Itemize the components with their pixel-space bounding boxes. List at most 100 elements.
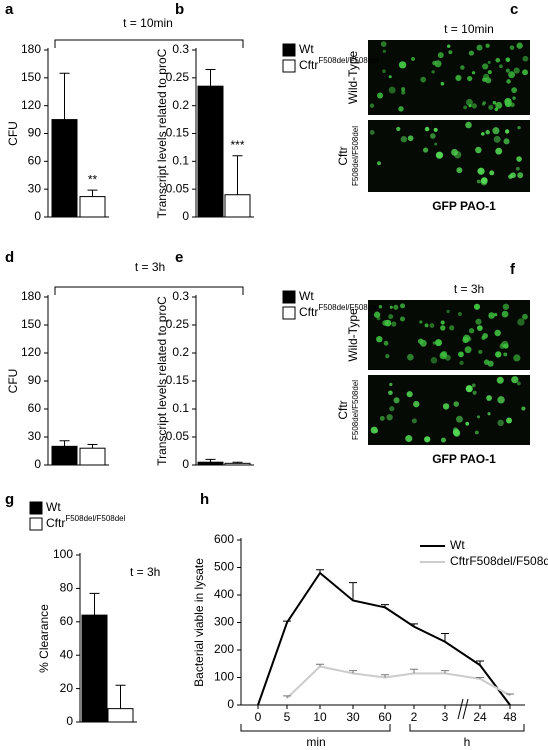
cell xyxy=(487,412,491,416)
image-title: t = 10min xyxy=(444,22,494,36)
group-bracket xyxy=(240,724,391,732)
x-tick-label: 30 xyxy=(346,710,360,724)
y-tick-label: 150 xyxy=(21,70,41,84)
y-tick-label: 120 xyxy=(21,345,41,359)
cell xyxy=(513,354,521,362)
group-label: min xyxy=(306,735,325,749)
legend-swatch xyxy=(282,43,296,57)
cell xyxy=(459,360,464,366)
cell xyxy=(476,44,483,51)
cell xyxy=(411,56,415,61)
cell xyxy=(433,127,438,132)
legend-label: Wt xyxy=(46,500,61,514)
cell xyxy=(495,57,501,63)
x-tick-label: 5 xyxy=(284,710,291,724)
legend-swatch xyxy=(282,306,296,320)
cell xyxy=(455,415,463,423)
cell xyxy=(474,430,479,435)
y-axis-label: CFU xyxy=(6,369,20,394)
bar xyxy=(79,447,106,466)
panel-letter: a xyxy=(5,1,14,18)
cell xyxy=(472,390,477,395)
cell xyxy=(495,101,503,109)
y-tick-label: 180 xyxy=(21,289,41,303)
image-caption: GFP PAO-1 xyxy=(432,452,496,466)
legend-name: CftrF508del/F508del xyxy=(450,554,548,568)
y-tick-label: 0.1 xyxy=(172,401,189,415)
cell xyxy=(389,305,393,309)
cell xyxy=(398,106,404,112)
x-tick-label: 24 xyxy=(473,710,487,724)
cell xyxy=(503,352,508,357)
cell xyxy=(501,340,509,349)
y-tick-label: 150 xyxy=(21,317,41,331)
cell xyxy=(424,126,430,132)
cell xyxy=(376,161,381,166)
cell xyxy=(369,103,375,108)
error-bar xyxy=(87,189,98,197)
cell xyxy=(405,435,413,443)
y-tick-label: 90 xyxy=(28,126,42,140)
cell xyxy=(487,70,492,75)
cell xyxy=(430,357,438,364)
image-title: t = 3h xyxy=(454,282,484,296)
y-tick-label: 0.3 xyxy=(172,289,189,303)
error-bar xyxy=(232,155,243,195)
legend-name: Wt xyxy=(299,289,314,303)
cell xyxy=(477,325,483,331)
note: t = 3h xyxy=(130,565,160,579)
cell xyxy=(385,353,390,359)
error-bar xyxy=(410,623,418,627)
cell xyxy=(429,323,435,328)
error-bar xyxy=(506,693,514,696)
y-tick-label: 0.05 xyxy=(166,429,190,443)
bracket xyxy=(54,39,244,48)
cell xyxy=(475,146,482,154)
cell xyxy=(393,304,399,310)
legend-name: Cftr xyxy=(46,516,65,530)
cell xyxy=(451,148,458,156)
error-bar xyxy=(476,677,484,679)
cell xyxy=(471,103,477,109)
error-bar xyxy=(89,592,100,616)
cell xyxy=(481,132,485,136)
cell xyxy=(476,179,481,184)
cell xyxy=(388,314,394,320)
cell xyxy=(435,339,442,347)
cell xyxy=(388,390,393,396)
panel-letter: b xyxy=(175,1,184,18)
row-label: Wild-Type xyxy=(346,308,360,362)
error-bar xyxy=(410,668,418,674)
cell xyxy=(521,406,526,411)
cell xyxy=(401,87,406,92)
bar xyxy=(51,445,78,466)
cell xyxy=(424,436,431,443)
cell xyxy=(377,92,384,99)
cell xyxy=(389,382,393,387)
error-bar xyxy=(441,633,449,642)
group-label: h xyxy=(464,735,471,749)
line xyxy=(286,665,511,699)
cell xyxy=(495,147,503,155)
cell xyxy=(448,50,453,55)
cell xyxy=(382,49,387,53)
cell xyxy=(516,381,521,386)
panel-letter: g xyxy=(5,491,14,508)
cell xyxy=(475,318,482,325)
legend-name: Cftr xyxy=(299,305,318,319)
cell xyxy=(488,312,495,319)
panel-letter: h xyxy=(200,491,209,508)
y-axis-label: Transcript levels related to proC xyxy=(155,296,169,466)
cell xyxy=(489,170,495,176)
cell xyxy=(413,400,420,408)
error-bar xyxy=(349,670,357,674)
cell xyxy=(483,359,490,365)
cell xyxy=(376,335,383,343)
legend-label: CftrF508del/F508del xyxy=(299,303,379,319)
cell xyxy=(440,81,445,86)
cell xyxy=(440,437,446,443)
legend-swatch xyxy=(282,290,296,304)
cell xyxy=(504,98,512,106)
y-tick-label: 0 xyxy=(34,209,41,223)
